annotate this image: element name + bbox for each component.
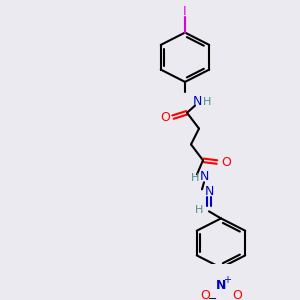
Text: O: O: [200, 290, 210, 300]
Text: −: −: [208, 294, 218, 300]
Text: N: N: [204, 185, 214, 199]
Text: O: O: [160, 111, 170, 124]
Text: H: H: [195, 205, 203, 214]
Text: I: I: [183, 5, 187, 18]
Text: O: O: [232, 290, 242, 300]
Text: N: N: [199, 169, 209, 183]
Text: N: N: [216, 279, 226, 292]
Text: O: O: [221, 155, 231, 169]
Text: +: +: [223, 275, 231, 285]
Text: N: N: [192, 95, 202, 108]
Text: H: H: [191, 173, 199, 183]
Text: H: H: [203, 97, 211, 107]
